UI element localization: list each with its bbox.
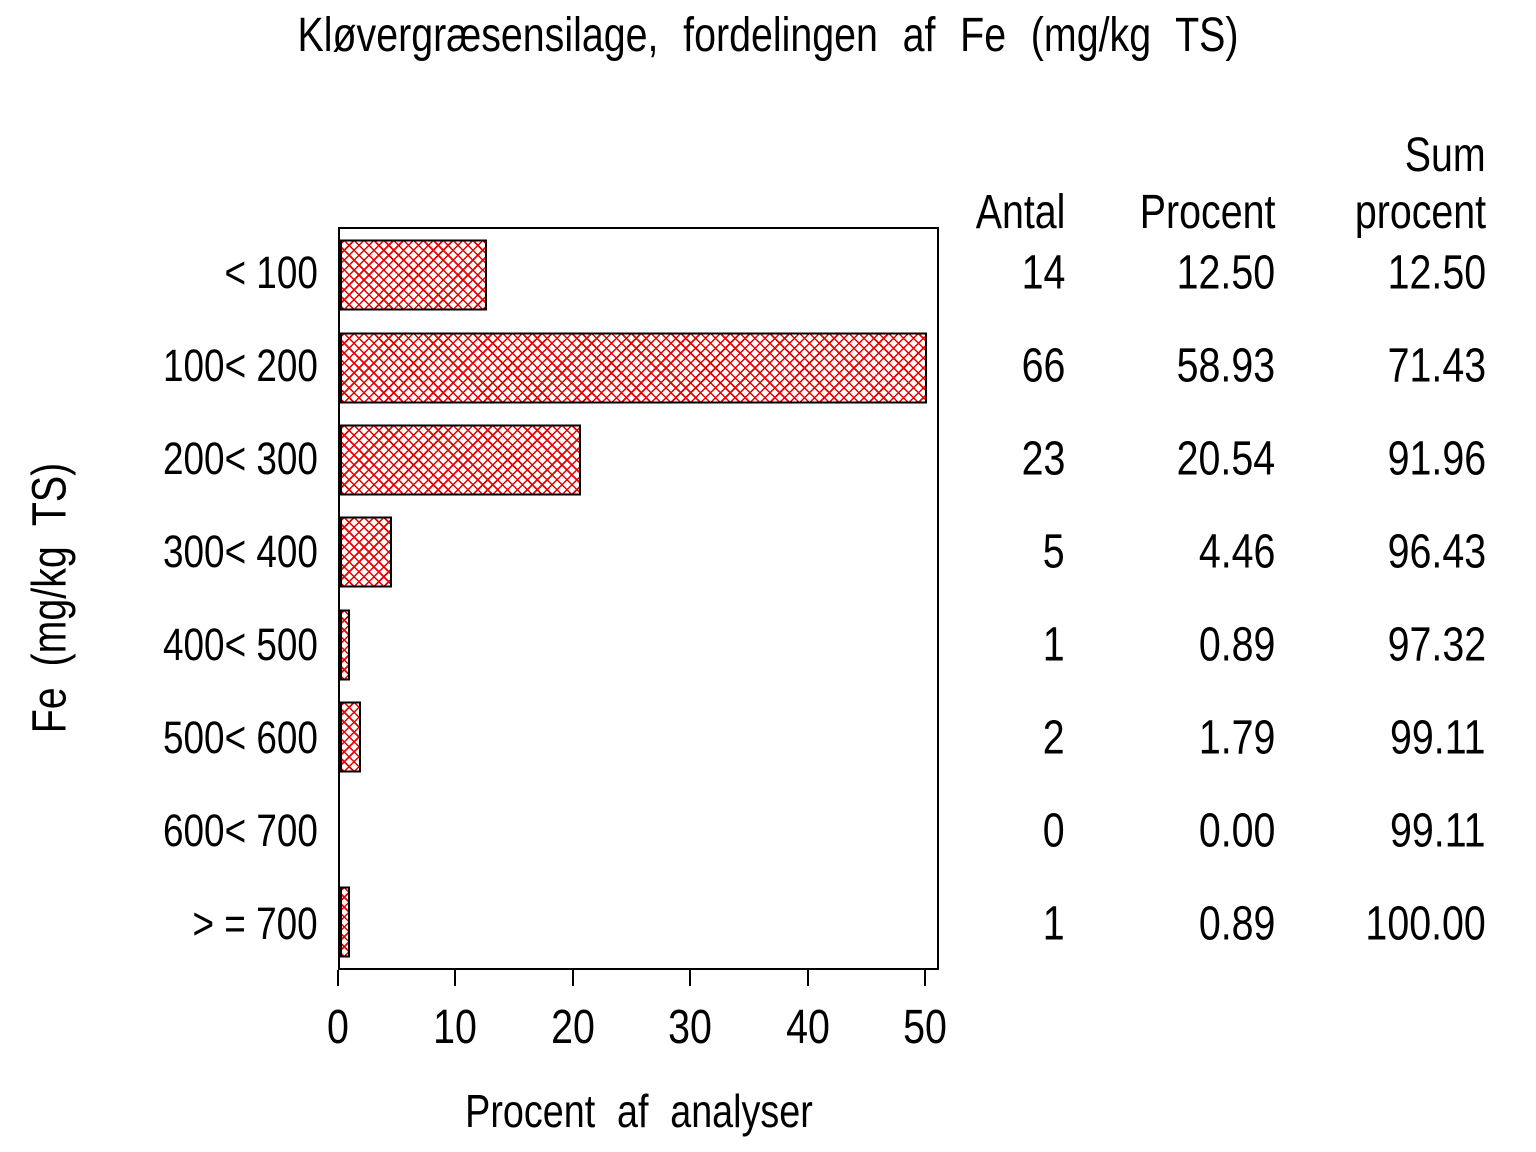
bar [340,332,927,404]
bar-slot [340,599,937,691]
table-row: 66 58.93 71.43 [950,320,1486,413]
category-label: 400< 500 [163,618,318,670]
table-cell-antal: 5 [1043,525,1065,579]
x-axis-tick [924,970,926,986]
bar-slot [340,229,937,321]
table-cell-procent: 0.00 [1198,804,1275,858]
category-label: 200< 300 [163,433,318,485]
bar [340,609,351,681]
category-slot: 100< 200 [0,320,318,413]
table-cell-antal: 0 [1043,804,1065,858]
table-cell-sum_procent: 100.00 [1365,897,1486,951]
bar-slot [340,414,937,506]
category-slot: 300< 400 [0,506,318,599]
category-label: 300< 400 [163,526,318,578]
x-axis-tick [337,970,339,986]
table-cell-antal: 66 [1021,339,1065,393]
x-axis-tick [454,970,457,986]
x-axis-tick-label: 0 [327,1001,349,1054]
table-header-sum-line1: Sum [1405,129,1486,182]
table-row: 1 0.89 100.00 [950,877,1486,970]
x-axis-tick [571,970,574,986]
x-axis-tick-label: 40 [785,1001,830,1054]
bar-slot [340,783,937,875]
x-axis-tick-label: 20 [550,1001,595,1054]
table-row: 14 12.50 12.50 [950,227,1486,320]
bar [340,516,393,588]
y-axis-category-labels: < 100 100< 200 200< 300 300< 400 400< 500 500… [0,227,318,970]
category-slot: 500< 600 [0,691,318,784]
x-axis-tick-label: 50 [903,1001,947,1054]
table-row: 5 4.46 96.43 [950,506,1486,599]
table-cell-sum_procent: 91.96 [1387,432,1486,486]
bar [340,239,487,311]
table-row: 23 20.54 91.96 [950,413,1486,506]
table-cell-procent: 12.50 [1176,246,1275,300]
table-row: 2 1.79 99.11 [950,691,1486,784]
x-axis-tick [806,970,809,986]
table-cell-procent: 1.79 [1198,711,1275,765]
chart-title: Kløvergræsensilage, fordelingen af Fe (m… [297,9,1239,62]
category-slot: < 100 [0,227,318,320]
table-cell-antal: 14 [1021,246,1065,300]
x-axis-tick-label: 30 [668,1001,713,1054]
table-header-sum-line2: procent [1354,186,1486,239]
table-header-antal: Antal [975,186,1065,239]
table-cell-antal: 1 [1043,897,1065,951]
category-label: < 100 [224,247,318,299]
table-cell-sum_procent: 97.32 [1387,618,1486,672]
table-cell-sum_procent: 99.11 [1390,804,1486,858]
table-cell-procent: 4.46 [1198,525,1275,579]
table-cell-sum_procent: 96.43 [1387,525,1486,579]
bar-slot [340,506,937,598]
category-slot: > = 700 [0,877,318,970]
table-cell-sum_procent: 12.50 [1387,246,1486,300]
category-label: 600< 700 [163,804,318,856]
table-cell-antal: 2 [1043,711,1065,765]
category-label: 100< 200 [163,340,318,392]
table-cell-sum_procent: 99.11 [1390,711,1486,765]
category-slot: 400< 500 [0,599,318,692]
bar [340,424,582,496]
bar-slot [340,321,937,413]
bar-slot [340,876,937,968]
x-axis-title: Procent af analyser [465,1085,813,1137]
table-header-procent: Procent [1139,186,1275,239]
category-slot: 200< 300 [0,413,318,506]
table-row: 1 0.89 97.32 [950,599,1486,692]
table-cell-sum_procent: 71.43 [1387,339,1486,393]
table-cell-procent: 20.54 [1176,432,1275,486]
bar-slot [340,691,937,783]
category-label: > = 700 [192,897,318,949]
bar [340,886,351,958]
table-cell-antal: 23 [1021,432,1065,486]
table-row: 0 0.00 99.11 [950,784,1486,877]
category-slot: 600< 700 [0,784,318,877]
table-cell-antal: 1 [1043,618,1065,672]
table-cell-procent: 0.89 [1198,897,1275,951]
table-cell-procent: 58.93 [1176,339,1275,393]
x-axis-tick-label: 10 [433,1001,478,1054]
bar [340,701,361,773]
category-label: 500< 600 [163,711,318,763]
frequency-table: 14 12.50 12.50 66 58.93 71.43 23 20.54 91.96 5 4.4… [950,227,1486,970]
plot-area [338,227,939,970]
x-axis-tick [689,970,692,986]
table-cell-procent: 0.89 [1198,618,1275,672]
